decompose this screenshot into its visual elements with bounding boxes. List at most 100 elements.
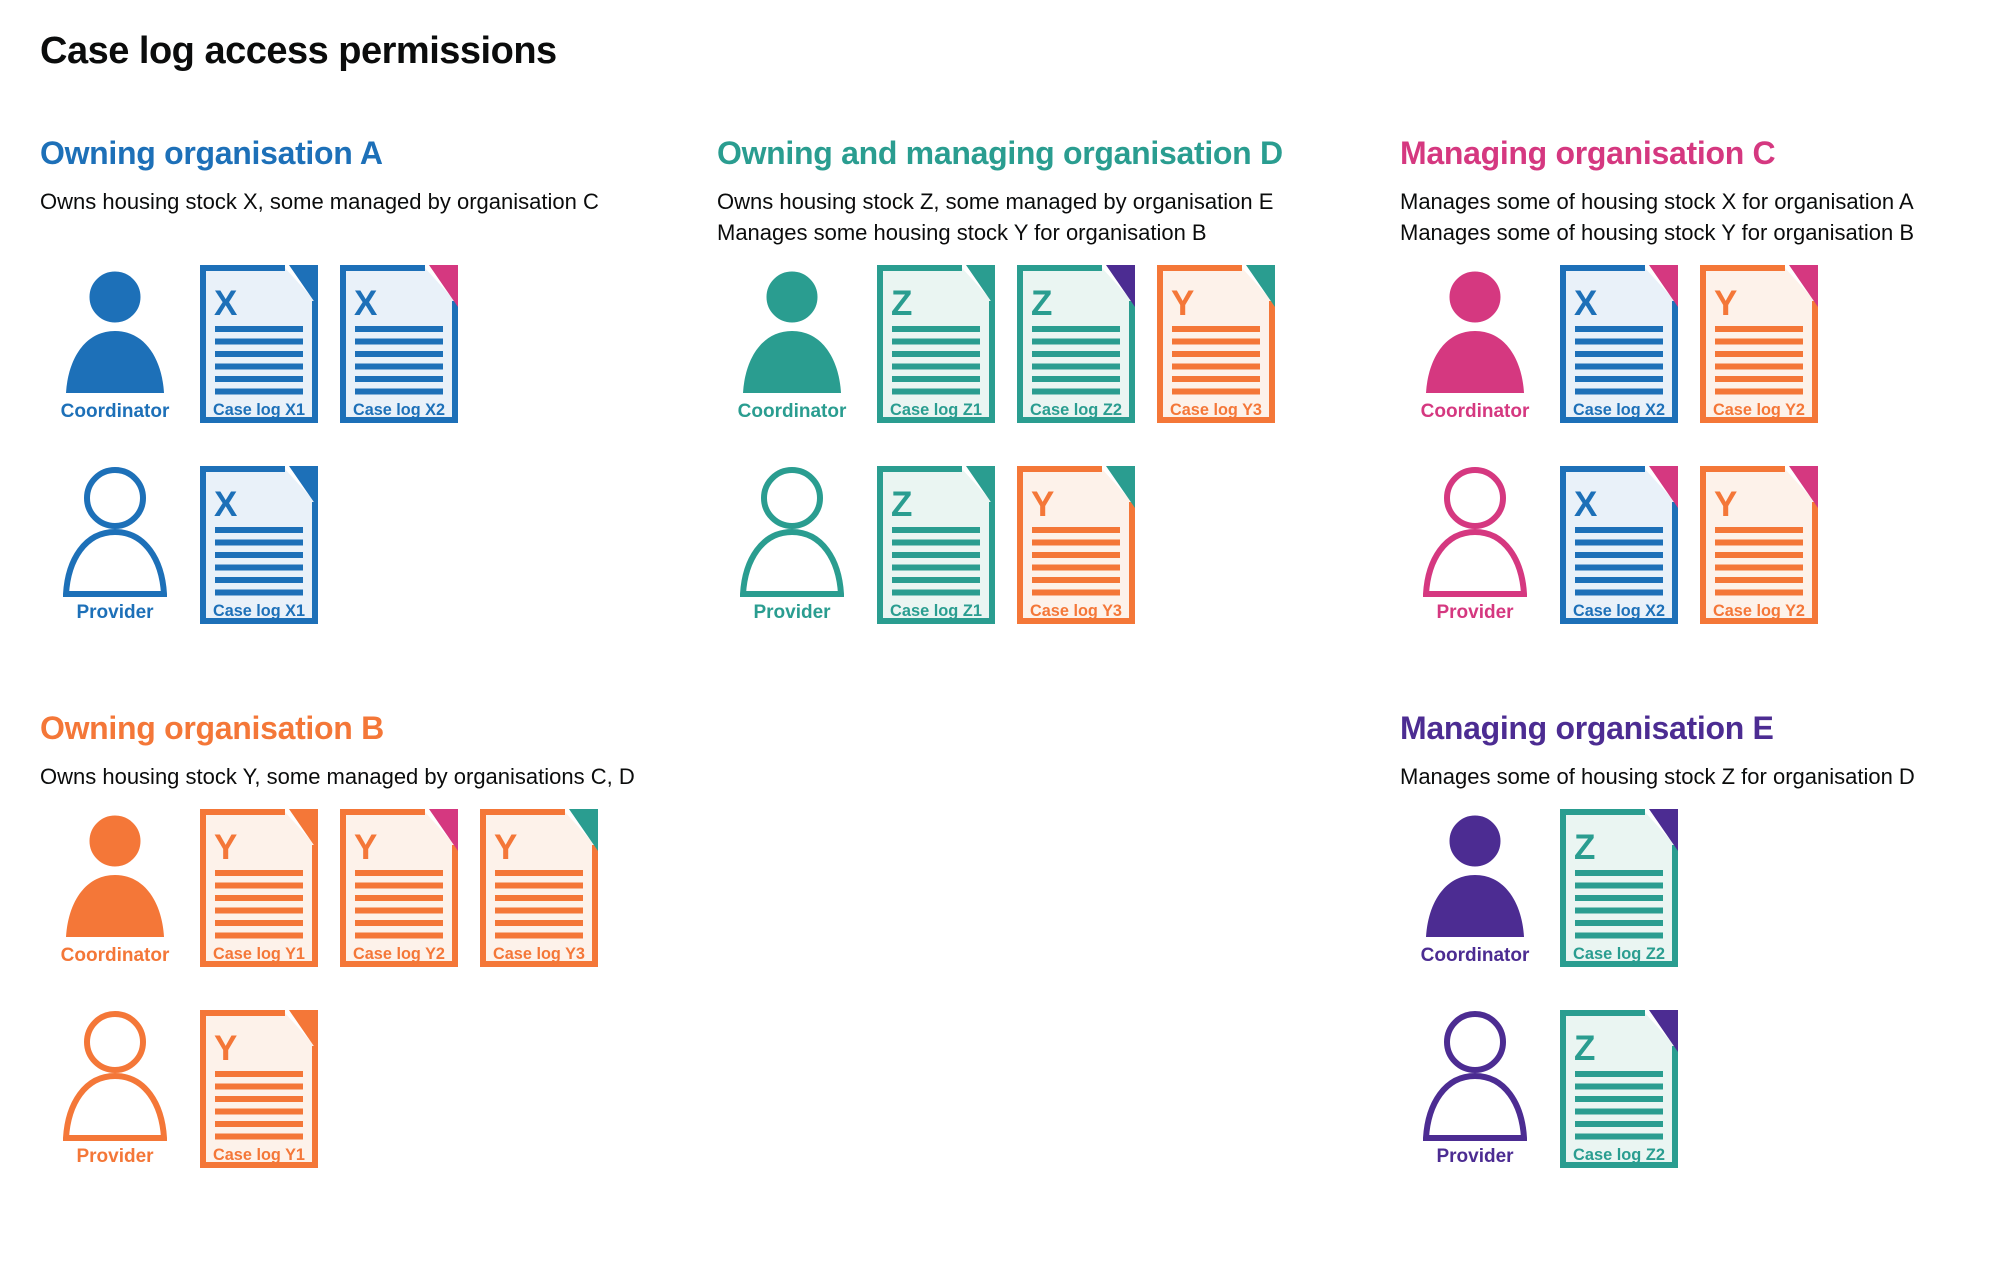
case-log-doc-icon-case-log-y1: Y Case log Y1 [200, 808, 318, 967]
folded-corner [966, 264, 995, 307]
person: Provider [1400, 465, 1550, 624]
docs-row: X Case log X2 Y Case log Y2 [1560, 465, 1818, 624]
person-shoulders [740, 528, 844, 597]
provider-row: Provider X Case log X2 Y Case log Y2 [1400, 465, 1960, 624]
folded-corner [289, 1009, 318, 1052]
org-rows: Coordinator Z Case log Z1 Z Case log Z2 … [717, 264, 1400, 624]
folded-corner [1649, 808, 1678, 851]
doc-letter: X [354, 284, 378, 323]
person-shoulders [1426, 331, 1524, 393]
person-shoulders [63, 1072, 167, 1141]
provider-icon [63, 1011, 167, 1141]
coordinator-icon [66, 810, 164, 937]
page-title: Case log access permissions [40, 30, 557, 72]
person-head [1444, 810, 1506, 872]
doc-letter: Y [354, 828, 377, 867]
provider-icon [1423, 467, 1527, 597]
org-section-org-e: Managing organisation E Manages some of … [1400, 710, 1960, 1168]
role-label: Coordinator [737, 401, 847, 422]
org-description: Manages some of housing stock X for orga… [1400, 186, 1960, 248]
folded-corner [1649, 264, 1678, 307]
org-heading-org-b: Owning organisation B [40, 710, 384, 746]
person: Provider [40, 1009, 190, 1168]
coordinator-icon [1426, 810, 1524, 937]
person: Provider [717, 465, 867, 624]
person-shoulders [743, 331, 841, 393]
docs-row: Z Case log Z1 Y Case log Y3 [877, 465, 1135, 624]
sections-grid: Owning organisation A Owns housing stock… [40, 135, 1960, 1168]
org-description-line: Manages some of housing stock Y for orga… [1400, 220, 1915, 245]
org-description-line: Manages some of housing stock Z for orga… [1400, 764, 1915, 789]
coordinator-icon [743, 266, 841, 393]
case-log-doc-icon-case-log-x1: X Case log X1 [200, 264, 318, 423]
case-log-doc-icon-case-log-y2: Y Case log Y2 [340, 808, 458, 967]
person-head [761, 467, 823, 529]
org-rows: Coordinator Z Case log Z2 Provider Z [1400, 808, 1960, 1168]
docs-row: X Case log X2 Y Case log Y2 [1560, 264, 1818, 423]
coordinator-icon [1426, 266, 1524, 393]
provider-row: Provider Z Case log Z2 [1400, 1009, 1960, 1168]
coordinator-row: Coordinator Z Case log Z2 [1400, 808, 1960, 967]
doc-letter: X [214, 485, 238, 524]
doc-letter: Y [1714, 485, 1737, 524]
doc-label: Case log Y3 [1030, 602, 1122, 620]
case-log-doc-icon-case-log-y2: Y Case log Y2 [1700, 264, 1818, 423]
doc-label: Case log X2 [353, 401, 445, 419]
coordinator-row: Coordinator Z Case log Z1 Z Case log Z2 … [717, 264, 1400, 423]
doc-letter: Z [891, 485, 912, 524]
doc-label: Case log Y2 [1713, 602, 1805, 620]
doc-label: Case log Z2 [1573, 945, 1665, 963]
case-log-doc-icon-case-log-z1: Z Case log Z1 [877, 465, 995, 624]
folded-corner [1106, 465, 1135, 508]
doc-letter: Y [1031, 485, 1054, 524]
doc-label: Case log Y2 [1713, 401, 1805, 419]
person-head [84, 266, 146, 328]
provider-icon [740, 467, 844, 597]
org-section-org-b: Owning organisation B Owns housing stock… [40, 710, 717, 1168]
org-rows: Coordinator X Case log X1 X Case log X2 … [40, 264, 717, 624]
role-label: Coordinator [60, 945, 170, 966]
role-label: Coordinator [1420, 945, 1530, 966]
folded-corner [429, 264, 458, 307]
person-shoulders [1423, 528, 1527, 597]
docs-row: Y Case log Y1 Y Case log Y2 Y Case log Y… [200, 808, 598, 967]
org-section-org-d: Owning and managing organisation D Owns … [717, 135, 1400, 624]
org-rows: Coordinator X Case log X2 Y Case log Y2 … [1400, 264, 1960, 624]
case-log-doc-icon-case-log-y2: Y Case log Y2 [1700, 465, 1818, 624]
person-head [1444, 266, 1506, 328]
person: Coordinator [1400, 808, 1550, 967]
folded-corner [289, 465, 318, 508]
docs-row: Z Case log Z1 Z Case log Z2 Y Case log Y… [877, 264, 1275, 423]
docs-row: X Case log X1 [200, 465, 318, 624]
doc-letter: Y [1171, 284, 1194, 323]
org-description-line: Owns housing stock X, some managed by or… [40, 189, 599, 214]
doc-label: Case log Y2 [353, 945, 445, 963]
case-log-doc-icon-case-log-z1: Z Case log Z1 [877, 264, 995, 423]
doc-letter: X [1574, 485, 1598, 524]
role-label: Coordinator [60, 401, 170, 422]
doc-label: Case log X2 [1573, 401, 1665, 419]
role-label: Provider [753, 602, 831, 623]
person-shoulders [1423, 1072, 1527, 1141]
doc-label: Case log X1 [213, 401, 305, 419]
doc-label: Case log Y3 [493, 945, 585, 963]
org-description-line: Manages some of housing stock X for orga… [1400, 189, 1914, 214]
person: Coordinator [1400, 264, 1550, 423]
doc-label: Case log Y1 [213, 1146, 305, 1164]
folded-corner [1649, 465, 1678, 508]
org-description-line: Owns housing stock Y, some managed by or… [40, 764, 635, 789]
org-heading-org-c: Managing organisation C [1400, 135, 1776, 171]
org-section-org-c: Managing organisation C Manages some of … [1400, 135, 1960, 624]
doc-letter: Z [1574, 828, 1595, 867]
case-log-doc-icon-case-log-z2: Z Case log Z2 [1017, 264, 1135, 423]
doc-letter: Z [1574, 1029, 1595, 1068]
org-heading-org-e: Managing organisation E [1400, 710, 1774, 746]
coordinator-row: Coordinator X Case log X1 X Case log X2 [40, 264, 717, 423]
case-log-doc-icon-case-log-x2: X Case log X2 [1560, 465, 1678, 624]
doc-letter: Y [214, 828, 237, 867]
doc-label: Case log Z2 [1030, 401, 1122, 419]
person-head [1444, 1011, 1506, 1073]
provider-row: Provider X Case log X1 [40, 465, 717, 624]
diagram-canvas: Case log access permissions Owning organ… [40, 30, 1960, 1168]
case-log-doc-icon-case-log-y1: Y Case log Y1 [200, 1009, 318, 1168]
